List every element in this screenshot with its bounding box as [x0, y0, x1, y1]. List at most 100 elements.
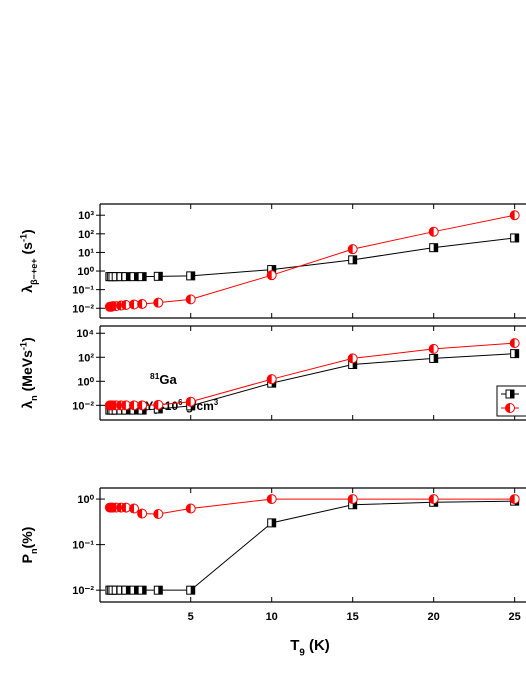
annotation: 81Ga — [150, 371, 178, 387]
data-point — [137, 400, 148, 411]
x-tick-label: 15 — [347, 611, 359, 623]
marker-fill — [186, 294, 191, 304]
data-point — [186, 585, 196, 595]
annotation-part: =10 — [158, 399, 179, 413]
legend-marker — [505, 389, 515, 399]
marker-fill — [348, 494, 353, 504]
marker-fill — [267, 374, 272, 384]
data-point — [348, 255, 358, 265]
marker-fill — [514, 233, 519, 242]
marker-fill — [186, 397, 191, 407]
y-tick-label: 10⁰ — [77, 266, 94, 278]
marker-fill — [352, 255, 357, 264]
x-tick-label: 20 — [428, 611, 440, 623]
marker-fill — [137, 400, 143, 410]
marker-fill — [153, 400, 159, 410]
y-tick-label: 10² — [78, 352, 94, 364]
data-point — [121, 272, 131, 282]
y-axis-label-part: n — [29, 395, 39, 401]
data-point — [509, 338, 520, 349]
y-axis-label: λβ−+e+ (s-1) — [18, 229, 39, 292]
marker-fill — [134, 272, 139, 281]
y-axis-label-part: -1 — [18, 342, 28, 350]
marker-fill — [190, 586, 195, 595]
marker-fill — [510, 210, 515, 220]
marker-fill — [111, 301, 117, 311]
marker-fill — [352, 500, 357, 509]
y-axis-label-part: λ — [19, 285, 35, 293]
y-axis-label: Pn(%) — [19, 527, 39, 564]
series-line — [109, 214, 515, 308]
data-point — [509, 210, 520, 221]
data-point — [266, 374, 277, 385]
y-tick-label: 10³ — [78, 210, 94, 222]
marker-fill — [129, 299, 135, 309]
marker-fill — [153, 509, 159, 519]
y-tick-label: 10⁰ — [77, 376, 94, 388]
marker-fill — [121, 503, 126, 513]
x-tick-label: 5 — [188, 611, 194, 623]
marker-fill — [134, 406, 139, 415]
marker-fill — [121, 300, 126, 310]
data-point — [137, 508, 148, 519]
y-tick-label: 10⁻¹ — [72, 285, 94, 297]
data-point — [185, 503, 196, 514]
series-line — [109, 237, 515, 278]
marker-fill — [142, 272, 147, 281]
data-point — [153, 271, 163, 281]
marker-fill — [137, 299, 143, 309]
marker-fill — [190, 271, 195, 280]
data-point — [137, 272, 147, 282]
data-point — [347, 494, 358, 505]
data-point — [428, 343, 439, 354]
x-tick-label: 25 — [509, 611, 521, 623]
y-axis-label-part: -1 — [18, 234, 28, 242]
data-point — [185, 294, 196, 305]
marker-fill — [352, 360, 357, 369]
data-point — [186, 271, 196, 281]
x-axis-label: T9 (K) — [290, 637, 330, 658]
marker-fill — [510, 494, 515, 504]
marker-fill — [429, 344, 434, 354]
y-axis-label-part: β−+e+ — [29, 258, 39, 285]
marker-fill — [153, 298, 159, 308]
y-tick-label: 10⁰ — [77, 494, 94, 506]
x-tick-label: 10 — [266, 611, 278, 623]
y-tick-label: 10⁻² — [72, 400, 94, 412]
marker-fill — [348, 244, 353, 254]
data-point — [121, 585, 131, 595]
y-axis-label-part: n — [29, 548, 39, 554]
data-point — [120, 502, 131, 513]
data-point — [266, 494, 277, 505]
marker-fill — [514, 349, 519, 358]
marker-fill — [429, 494, 434, 504]
marker-fill — [433, 243, 438, 252]
marker-fill — [186, 504, 191, 514]
data-point — [510, 233, 520, 243]
marker-fill — [267, 494, 272, 504]
data-point — [428, 226, 439, 237]
marker-fill — [129, 504, 135, 514]
data-point — [120, 400, 131, 411]
data-point — [153, 585, 163, 595]
y-axis-label-part: (%) — [19, 527, 35, 549]
y-axis-label-part: P — [19, 554, 35, 563]
y-tick-label: 10⁻² — [72, 303, 94, 315]
marker-fill — [137, 509, 143, 519]
x-axis-label-part: T — [290, 637, 299, 654]
series-line — [109, 498, 515, 515]
annotation-part: 3 — [214, 398, 219, 407]
data-point — [185, 396, 196, 407]
annotation-part: Ga — [159, 372, 177, 387]
data-point — [347, 244, 358, 255]
marker-fill — [125, 406, 130, 415]
marker-fill — [158, 272, 163, 281]
data-point — [129, 503, 140, 514]
legend-marker — [505, 403, 515, 413]
y-tick-label: 10⁴ — [76, 328, 94, 340]
marker-fill — [129, 400, 135, 410]
data-point — [153, 509, 164, 520]
data-point — [137, 585, 147, 595]
y-tick-label: 10⁻² — [72, 585, 94, 597]
data-point — [153, 297, 164, 308]
